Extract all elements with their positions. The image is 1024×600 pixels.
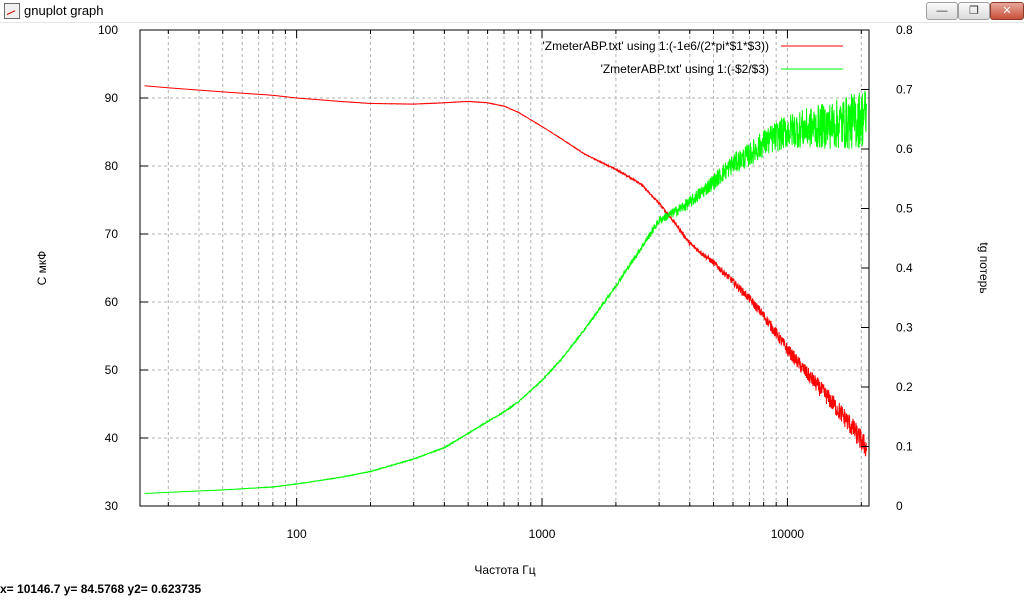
- x-tick-label: 100: [287, 527, 307, 541]
- window-titlebar: gnuplot graph — ❐ ✕: [0, 0, 1024, 23]
- maximize-button[interactable]: ❐: [958, 2, 990, 20]
- y2-axis-title: tg потерь: [977, 242, 991, 293]
- y2-tick-label: 0: [896, 499, 903, 513]
- y-tick-label: 40: [105, 431, 119, 445]
- y2-tick-label: 0.4: [896, 261, 913, 275]
- gnuplot-graph-icon[interactable]: [4, 3, 20, 19]
- axis-ticks: 100 1000 100003040506070809010000.10.20.30…: [98, 23, 913, 541]
- y-tick-label: 80: [105, 159, 119, 173]
- y2-tick-label: 0.7: [896, 83, 913, 97]
- y-axis-title: С мкФ: [35, 251, 49, 286]
- plot-area[interactable]: 100 1000 100003040506070809010000.10.20.30…: [0, 22, 1024, 582]
- legend-entry-1-label: 'ZmeterABP.txt' using 1:(-1e6/(2*pi*$1*$…: [543, 39, 769, 53]
- y2-tick-label: 0.5: [896, 202, 913, 216]
- y-tick-label: 30: [105, 499, 119, 513]
- window-title: gnuplot graph: [24, 3, 104, 18]
- y-tick-label: 60: [105, 295, 119, 309]
- y2-tick-label: 0.8: [896, 23, 913, 37]
- legend-entry-2-label: 'ZmeterABP.txt' using 1:(-$2/$3): [601, 62, 769, 76]
- x-axis-title: Частота Гц: [474, 563, 535, 577]
- y-tick-label: 90: [105, 91, 119, 105]
- close-button[interactable]: ✕: [990, 2, 1024, 20]
- mouse-coordinates-readout: x= 10146.7 y= 84.5768 y2= 0.623735: [0, 582, 202, 596]
- y-tick-label: 100: [98, 23, 118, 37]
- grid-lines: [140, 30, 869, 506]
- y-tick-label: 50: [105, 363, 119, 377]
- y2-tick-label: 0.1: [896, 440, 913, 454]
- series-layer: [144, 85, 867, 494]
- y2-tick-label: 0.6: [896, 142, 913, 156]
- y2-tick-label: 0.3: [896, 321, 913, 335]
- legend: 'ZmeterABP.txt' using 1:(-1e6/(2*pi*$1*$…: [543, 39, 843, 76]
- x-tick-label: 10000: [771, 527, 805, 541]
- x-tick-label: 1000: [529, 527, 556, 541]
- series-2-line: [144, 90, 867, 494]
- y-tick-label: 70: [105, 227, 119, 241]
- minimize-button[interactable]: —: [926, 2, 958, 20]
- series-1-line: [144, 85, 867, 457]
- y2-tick-label: 0.2: [896, 380, 913, 394]
